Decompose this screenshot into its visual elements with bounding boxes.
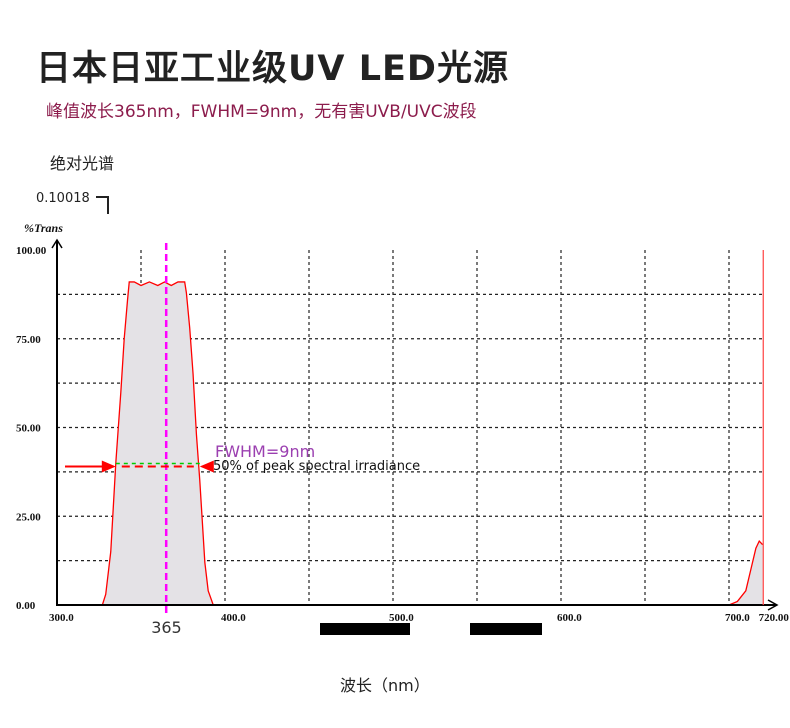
spectrum-line [57, 281, 764, 606]
x-tick-label: 600.0 [557, 612, 582, 624]
y-tick-label: 100.00 [16, 245, 47, 257]
page-subtitle: 峰值波长365nm，FWHM=9nm，无有害UVB/UVC波段 [46, 102, 477, 122]
fwhm-right-arrowhead [199, 460, 214, 473]
page-title: 日本日亚工业级UV LED光源 [36, 49, 509, 89]
y-tick-label: 75.00 [16, 334, 41, 346]
y-tick-label: 50.00 [16, 423, 41, 435]
redaction-bar [320, 623, 410, 635]
y-tick-label: 25.00 [16, 511, 41, 523]
x-axis-caption: 波长（nm） [340, 676, 430, 695]
x-tick-label: 500.0 [389, 612, 414, 624]
fwhm-left-arrowhead [101, 460, 116, 473]
redaction-bar [470, 623, 542, 635]
x-axis-arrow [767, 599, 779, 611]
y-axis-label: %Trans [24, 221, 63, 235]
x-tick-label: 400.0 [221, 612, 246, 624]
fwhm-note: 50% of peak spectral irradiance [213, 459, 420, 474]
scale-value: 0.10018 [36, 191, 90, 206]
peak-marker-label: 365 [151, 618, 182, 637]
spectrum-label: 绝对光谱 [50, 154, 115, 173]
x-tick-label: 300.0 [49, 612, 74, 624]
y-axis-arrow [51, 238, 63, 249]
fwhm-label: FWHM=9nm [215, 442, 315, 461]
spectrum-area [57, 281, 763, 605]
x-tick-label: 720.00 [759, 612, 790, 624]
x-tick-label: 700.0 [725, 612, 750, 624]
y-tick-label: 0.00 [16, 600, 36, 612]
scale-bracket [96, 196, 109, 214]
